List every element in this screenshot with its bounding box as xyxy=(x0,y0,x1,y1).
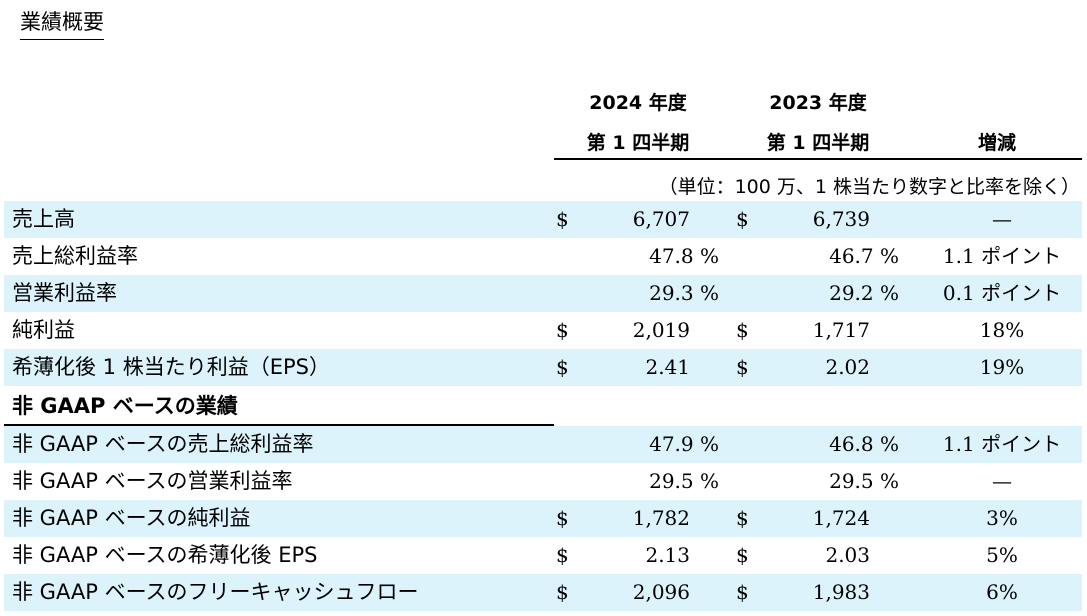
value-2024: 47.9 % xyxy=(649,432,719,456)
currency-symbol: $ xyxy=(556,580,569,604)
page-title: 業績概要 xyxy=(20,6,104,40)
value-2024: 2.13 xyxy=(645,543,690,567)
value-2024: 47.8 % xyxy=(649,244,719,268)
row-label: 非 GAAP ベースのフリーキャッシュフロー xyxy=(12,580,419,604)
table-row: 非 GAAP ベースのフリーキャッシュフロー $ 2,096 $ 1,983 6… xyxy=(4,574,1082,611)
change-value: — xyxy=(992,207,1012,231)
change-value: 19% xyxy=(979,355,1025,379)
table-row: 非 GAAP ベースの売上総利益率 47.9 % 46.8 % 1.1 ポイント xyxy=(4,426,1082,463)
value-2023: 1,717 xyxy=(812,318,870,342)
table-row: 非 GAAP ベースの営業利益率 29.5 % 29.5 % — xyxy=(4,463,1082,500)
table-row: 希薄化後 1 株当たり利益（EPS） $ 2.41 $ 2.02 19% xyxy=(4,349,1082,386)
col2-quarter-header: 第 1 四半期 xyxy=(766,132,870,154)
change-header: 増減 xyxy=(977,132,1016,154)
table-row: 非 GAAP ベースの純利益 $ 1,782 $ 1,724 3% xyxy=(4,500,1082,537)
change-value: 5% xyxy=(986,543,1018,567)
row-label: 売上総利益率 xyxy=(12,244,138,268)
value-2023: 6,739 xyxy=(812,207,870,231)
table-row: 売上高 $ 6,707 $ 6,739 — xyxy=(4,201,1082,238)
currency-symbol: $ xyxy=(736,543,749,567)
change-value: 6% xyxy=(986,580,1018,604)
col1-year-header: 2024 年度 xyxy=(589,92,687,114)
table-row: 純利益 $ 2,019 $ 1,717 18% xyxy=(4,312,1082,349)
value-2024: 2.41 xyxy=(645,355,690,379)
change-value: 1.1 ポイント xyxy=(942,432,1062,456)
value-2024: 29.3 % xyxy=(649,281,719,305)
row-label: 非 GAAP ベースの営業利益率 xyxy=(12,469,293,493)
value-2023: 2.03 xyxy=(825,543,870,567)
value-2023: 1,724 xyxy=(812,506,870,530)
row-label: 営業利益率 xyxy=(12,281,117,305)
change-value: 18% xyxy=(979,318,1025,342)
change-value: 1.1 ポイント xyxy=(942,244,1062,268)
currency-symbol: $ xyxy=(556,355,569,379)
value-2023: 46.7 % xyxy=(829,244,899,268)
table-row: 非 GAAP ベースの希薄化後 EPS $ 2.13 $ 2.03 5% xyxy=(4,537,1082,574)
currency-symbol: $ xyxy=(556,318,569,342)
value-2023: 29.2 % xyxy=(829,281,899,305)
section-header-row: 非 GAAP ベースの業績 xyxy=(4,388,1082,426)
table-row: 売上総利益率 47.8 % 46.7 % 1.1 ポイント xyxy=(4,238,1082,275)
value-2023: 46.8 % xyxy=(829,432,899,456)
row-label: 非 GAAP ベースの希薄化後 EPS xyxy=(12,543,318,567)
col1-quarter-header: 第 1 四半期 xyxy=(586,132,690,154)
section-title: 非 GAAP ベースの業績 xyxy=(12,394,238,418)
value-2024: 2,096 xyxy=(632,580,690,604)
value-2024: 1,782 xyxy=(632,506,690,530)
value-2024: 29.5 % xyxy=(649,469,719,493)
currency-symbol: $ xyxy=(736,318,749,342)
currency-symbol: $ xyxy=(556,506,569,530)
row-label: 希薄化後 1 株当たり利益（EPS） xyxy=(12,355,330,379)
currency-symbol: $ xyxy=(736,580,749,604)
change-value: 0.1 ポイント xyxy=(942,281,1062,305)
unit-note: （単位：100 万、1 株当たり数字と比率を除く） xyxy=(658,176,1080,198)
col2-year-header: 2023 年度 xyxy=(769,92,867,114)
currency-symbol: $ xyxy=(556,207,569,231)
value-2024: 6,707 xyxy=(632,207,690,231)
currency-symbol: $ xyxy=(736,506,749,530)
change-value: 3% xyxy=(986,506,1018,530)
value-2023: 2.02 xyxy=(825,355,870,379)
value-2023: 1,983 xyxy=(812,580,870,604)
row-label: 非 GAAP ベースの売上総利益率 xyxy=(12,432,314,456)
currency-symbol: $ xyxy=(556,543,569,567)
row-label: 純利益 xyxy=(12,318,75,342)
value-2024: 2,019 xyxy=(632,318,690,342)
row-label: 非 GAAP ベースの純利益 xyxy=(12,506,251,530)
section-rule xyxy=(4,424,554,426)
change-value: — xyxy=(992,469,1012,493)
table-row: 営業利益率 29.3 % 29.2 % 0.1 ポイント xyxy=(4,275,1082,312)
currency-symbol: $ xyxy=(736,207,749,231)
value-2023: 29.5 % xyxy=(829,469,899,493)
currency-symbol: $ xyxy=(736,355,749,379)
row-label: 売上高 xyxy=(12,207,75,231)
header-rule xyxy=(554,158,1082,160)
